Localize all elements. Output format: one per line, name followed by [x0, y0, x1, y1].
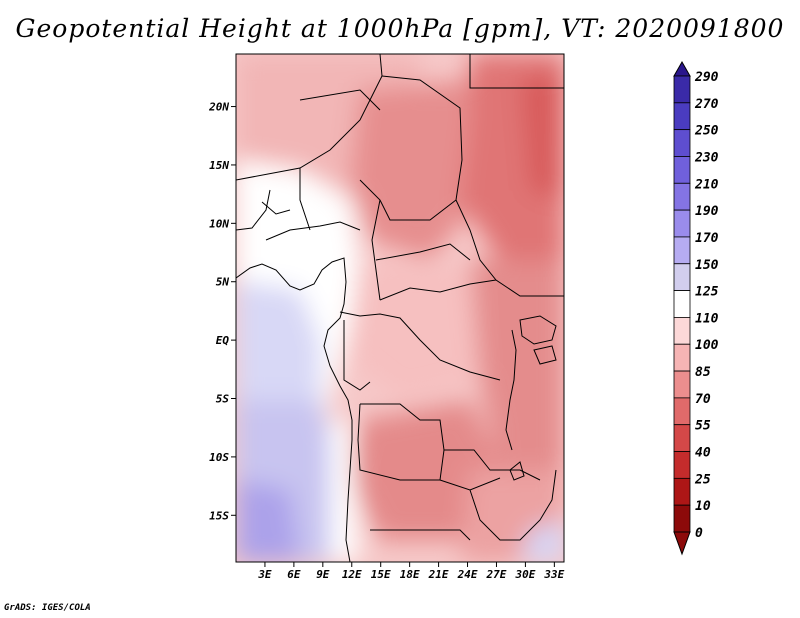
colorbar-swatch: [673, 182, 691, 211]
colorbar: 2902702502302101901701501251101008570554…: [673, 60, 719, 556]
colorbar-label: 230: [694, 150, 719, 165]
colorbar-swatch: [673, 504, 691, 533]
map-frame: [235, 53, 565, 563]
lon-tick-label: 15E: [371, 568, 391, 581]
colorbar-swatch: [673, 424, 691, 452]
colorbar-swatch: [673, 156, 691, 184]
lat-tick-label: 10S: [209, 451, 229, 464]
colorbar-swatch: [673, 343, 691, 372]
colorbar-swatch: [673, 75, 691, 104]
lat-tick-label: 20N: [208, 101, 229, 114]
colorbar-label: 125: [695, 285, 719, 300]
colorbar-swatch: [673, 236, 691, 265]
colorbar-arrow-top: [673, 60, 691, 77]
map-title: Geopotential Height at 1000hPa [gpm], VT…: [15, 14, 785, 43]
colorbar-swatch: [673, 209, 691, 238]
colorbar-label: 290: [694, 70, 719, 85]
lon-tick-label: 21E: [428, 568, 449, 581]
colorbar-label: 110: [695, 311, 719, 326]
lon-tick-label: 12E: [342, 568, 362, 581]
lat-tick-label: 10N: [209, 217, 229, 230]
lat-tick-label: 5S: [216, 393, 230, 406]
latitude-axis: 20N 15N 10N 5N EQ 5S 10S 15S: [208, 101, 236, 522]
colorbar-swatch: [673, 102, 691, 131]
footer-credit: GrADS: IGES/COLA: [4, 603, 91, 613]
colorbar-label: 270: [694, 97, 719, 112]
lat-tick-label: 5N: [216, 276, 230, 289]
colorbar-label: 10: [695, 499, 711, 514]
map-field: [236, 54, 564, 562]
colorbar-label: 100: [695, 338, 719, 353]
colorbar-label: 190: [695, 204, 719, 219]
lon-tick-label: 24E: [457, 568, 478, 581]
lon-tick-label: 9E: [316, 568, 330, 581]
colorbar-swatch: [673, 477, 691, 506]
colorbar-swatch: [673, 290, 691, 318]
lat-tick-label: 15S: [209, 509, 229, 522]
colorbar-label: 0: [695, 526, 703, 541]
lat-tick-label: EQ: [216, 334, 230, 347]
colorbar-swatch: [673, 397, 691, 426]
colorbar-arrow-bottom: [673, 531, 691, 556]
colorbar-label: 85: [695, 365, 711, 380]
lon-tick-label: 6E: [287, 568, 301, 581]
lon-tick-label: 33E: [543, 568, 564, 581]
colorbar-swatch: [673, 263, 691, 291]
colorbar-label: 70: [695, 392, 711, 407]
colorbar-label: 210: [694, 177, 719, 192]
colorbar-label: 40: [695, 446, 711, 461]
colorbar-label: 150: [695, 258, 719, 273]
colorbar-swatch: [673, 129, 691, 157]
colorbar-swatch: [673, 317, 691, 345]
colorbar-label: 25: [694, 472, 711, 487]
colorbar-label: 250: [694, 124, 719, 139]
colorbar-label: 55: [695, 419, 711, 434]
colorbar-label: 170: [695, 231, 719, 246]
lat-tick-label: 15N: [209, 159, 229, 172]
lon-tick-label: 3E: [257, 568, 272, 581]
lon-tick-label: 30E: [514, 568, 535, 581]
colorbar-swatch: [673, 451, 691, 479]
lon-tick-label: 18E: [400, 568, 420, 581]
colorbar-swatch: [673, 370, 691, 399]
longitude-axis: 3E 6E 9E 12E 15E 18E 21E 24E 27E 30E 33E: [257, 562, 565, 581]
lon-tick-label: 27E: [486, 568, 507, 581]
